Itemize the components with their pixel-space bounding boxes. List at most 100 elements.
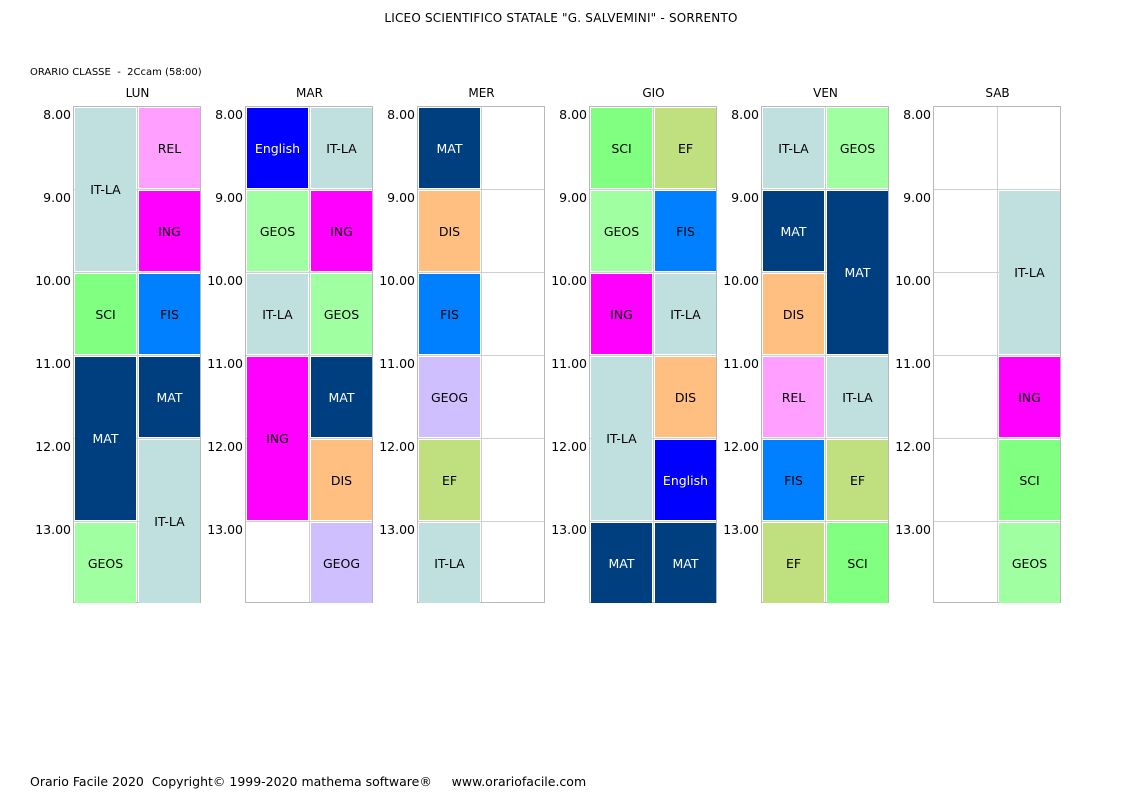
- lesson-it-la[interactable]: IT-LA: [827, 357, 888, 437]
- lesson-dis[interactable]: DIS: [419, 191, 480, 271]
- lesson-ef[interactable]: EF: [763, 523, 824, 603]
- lesson-it-la[interactable]: IT-LA: [763, 108, 824, 188]
- lesson-geos[interactable]: GEOS: [827, 108, 888, 188]
- lesson-ing[interactable]: ING: [139, 191, 200, 271]
- time-label: 13.00: [723, 522, 759, 537]
- time-label: 12.00: [35, 439, 71, 454]
- lesson-mat[interactable]: MAT: [763, 191, 824, 271]
- time-label: 8.00: [43, 107, 71, 122]
- lesson-it-la[interactable]: IT-LA: [655, 274, 716, 354]
- lesson-geog[interactable]: GEOG: [311, 523, 372, 603]
- lesson-it-la[interactable]: IT-LA: [419, 523, 480, 603]
- lesson-ing[interactable]: ING: [247, 357, 308, 520]
- day-grid: IT-LA REL ING SCI FIS MAT MAT IT-LA GEOS: [73, 106, 201, 603]
- grid-line: [653, 107, 654, 602]
- lesson-it-la[interactable]: IT-LA: [591, 357, 652, 520]
- day-grid: IT-LA GEOS MAT MAT DIS REL IT-LA FIS EF EF SCI: [761, 106, 889, 603]
- lesson-dis[interactable]: DIS: [763, 274, 824, 354]
- time-label: 11.00: [379, 356, 415, 371]
- lesson-geos[interactable]: GEOS: [311, 274, 372, 354]
- lesson-mat[interactable]: MAT: [419, 108, 480, 188]
- time-label: 11.00: [895, 356, 931, 371]
- time-label: 11.00: [35, 356, 71, 371]
- lesson-rel[interactable]: REL: [763, 357, 824, 437]
- time-label: 8.00: [731, 107, 759, 122]
- lesson-english[interactable]: English: [247, 108, 308, 188]
- lesson-sci[interactable]: SCI: [591, 108, 652, 188]
- time-label: 8.00: [387, 107, 415, 122]
- lesson-english[interactable]: English: [655, 440, 716, 520]
- time-label: 10.00: [895, 273, 931, 288]
- lesson-it-la[interactable]: IT-LA: [247, 274, 308, 354]
- lesson-mat[interactable]: MAT: [655, 523, 716, 603]
- lesson-sci[interactable]: SCI: [999, 440, 1060, 520]
- time-label: 8.00: [903, 107, 931, 122]
- lesson-mat[interactable]: MAT: [311, 357, 372, 437]
- time-label: 12.00: [723, 439, 759, 454]
- lesson-ef[interactable]: EF: [419, 440, 480, 520]
- lesson-ing[interactable]: ING: [591, 274, 652, 354]
- lesson-geos[interactable]: GEOS: [247, 191, 308, 271]
- lesson-it-la[interactable]: IT-LA: [999, 191, 1060, 354]
- time-label: 11.00: [207, 356, 243, 371]
- time-label: 8.00: [559, 107, 587, 122]
- time-label: 13.00: [207, 522, 243, 537]
- day-grid: MAT DIS FIS GEOG EF IT-LA: [417, 106, 545, 603]
- time-label: 8.00: [215, 107, 243, 122]
- time-label: 9.00: [387, 190, 415, 205]
- lesson-sci[interactable]: SCI: [75, 274, 136, 354]
- lesson-fis[interactable]: FIS: [139, 274, 200, 354]
- lesson-fis[interactable]: FIS: [655, 191, 716, 271]
- grid-line: [309, 107, 310, 602]
- time-label: 9.00: [43, 190, 71, 205]
- lesson-geos[interactable]: GEOS: [999, 523, 1060, 603]
- time-label: 12.00: [207, 439, 243, 454]
- lesson-dis[interactable]: DIS: [655, 357, 716, 437]
- lesson-ing[interactable]: ING: [999, 357, 1060, 437]
- time-label: 12.00: [895, 439, 931, 454]
- time-label: 10.00: [723, 273, 759, 288]
- grid-line: [481, 107, 482, 602]
- time-label: 9.00: [903, 190, 931, 205]
- time-label: 9.00: [731, 190, 759, 205]
- grid-line: [997, 107, 998, 602]
- lesson-fis[interactable]: FIS: [419, 274, 480, 354]
- time-label: 13.00: [35, 522, 71, 537]
- time-label: 9.00: [215, 190, 243, 205]
- lesson-dis[interactable]: DIS: [311, 440, 372, 520]
- day-grid: English IT-LA GEOS ING IT-LA GEOS ING MAT DIS GEO…: [245, 106, 373, 603]
- lesson-fis[interactable]: FIS: [763, 440, 824, 520]
- time-label: 13.00: [551, 522, 587, 537]
- lesson-ing[interactable]: ING: [311, 191, 372, 271]
- time-label: 11.00: [551, 356, 587, 371]
- grid-line: [137, 107, 138, 602]
- lesson-mat[interactable]: MAT: [827, 191, 888, 354]
- time-label: 12.00: [379, 439, 415, 454]
- class-info: ORARIO CLASSE - 2Ccam (58:00): [30, 67, 202, 78]
- day-header: LUN: [125, 86, 150, 100]
- time-label: 10.00: [35, 273, 71, 288]
- lesson-mat[interactable]: MAT: [591, 523, 652, 603]
- time-label: 13.00: [379, 522, 415, 537]
- time-label: 13.00: [895, 522, 931, 537]
- day-grid: IT-LA ING SCI GEOS: [933, 106, 1061, 603]
- day-header: GIO: [642, 86, 665, 100]
- lesson-geog[interactable]: GEOG: [419, 357, 480, 437]
- lesson-it-la[interactable]: IT-LA: [75, 108, 136, 271]
- school-title: LICEO SCIENTIFICO STATALE "G. SALVEMINI"…: [384, 11, 738, 25]
- lesson-rel[interactable]: REL: [139, 108, 200, 188]
- lesson-ef[interactable]: EF: [827, 440, 888, 520]
- lesson-ef[interactable]: EF: [655, 108, 716, 188]
- lesson-geos[interactable]: GEOS: [591, 191, 652, 271]
- lesson-it-la[interactable]: IT-LA: [311, 108, 372, 188]
- lesson-it-la[interactable]: IT-LA: [139, 440, 200, 603]
- day-header: MER: [468, 86, 495, 100]
- day-header: SAB: [985, 86, 1010, 100]
- day-grid: SCI EF GEOS FIS ING IT-LA IT-LA DIS English MAT MA…: [589, 106, 717, 603]
- day-header: MAR: [296, 86, 323, 100]
- lesson-sci[interactable]: SCI: [827, 523, 888, 603]
- time-label: 10.00: [379, 273, 415, 288]
- lesson-geos[interactable]: GEOS: [75, 523, 136, 603]
- lesson-mat[interactable]: MAT: [75, 357, 136, 520]
- lesson-mat[interactable]: MAT: [139, 357, 200, 437]
